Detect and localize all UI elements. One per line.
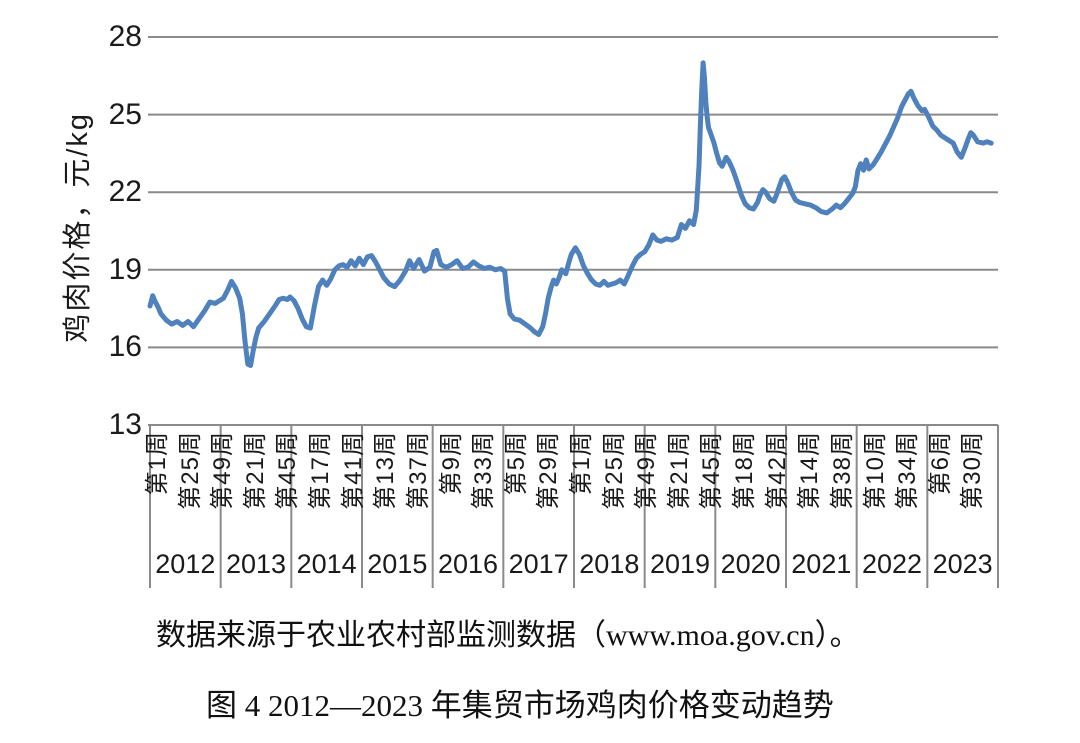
chicken-price-chart: 鸡肉价格，元/kg 28 25 22 19 16 13 第1周 第25周 第49周 第21周 第4…	[62, 20, 999, 588]
y-tick-label: 25	[108, 97, 142, 131]
x-week-tick-label: 第17周	[307, 431, 335, 510]
x-year-label: 2014	[296, 549, 357, 579]
x-week-tick-label: 第9周	[437, 431, 465, 496]
x-year-label: 2022	[861, 549, 923, 579]
x-year-label: 2020	[720, 549, 781, 579]
x-week-tick-label: 第49周	[633, 431, 661, 510]
x-week-tick-label: 第37周	[404, 431, 432, 510]
x-year-label: 2012	[155, 549, 216, 579]
x-week-tick-label: 第14周	[796, 431, 824, 510]
y-tick-label: 22	[108, 175, 142, 209]
price-line-series	[147, 60, 994, 368]
source-note: 数据来源于农业农村部监测数据（www.moa.gov.cn）。	[156, 619, 860, 652]
x-week-tick-label: 第6周	[926, 431, 954, 496]
y-tick-label: 13	[108, 408, 142, 441]
x-week-tick-label: 第45周	[698, 431, 726, 510]
y-tick-label: 28	[108, 20, 142, 53]
x-year-label: 2019	[649, 549, 711, 579]
x-week-tick-label: 第38周	[828, 431, 856, 510]
y-axis-title-text: 鸡肉价格，元/kg	[62, 112, 94, 343]
x-week-tick-label: 第33周	[470, 431, 498, 510]
x-week-tick-label: 第18周	[731, 431, 759, 510]
x-week-tick-label: 第1周	[568, 431, 595, 496]
plot-area	[147, 36, 999, 588]
x-year-label: 2016	[437, 549, 499, 579]
x-week-tick-label: 第25周	[176, 431, 204, 510]
x-week-tick-label: 第1周	[144, 431, 171, 496]
x-week-tick-label: 第45周	[274, 431, 302, 510]
y-tick-label: 19	[108, 252, 142, 286]
x-year-label: 2013	[225, 549, 287, 579]
x-week-tick-label: 第21周	[665, 431, 693, 510]
x-week-tick-label: 第10周	[861, 431, 889, 510]
x-year-label: 2015	[367, 549, 428, 579]
x-year-label: 2021	[791, 549, 852, 579]
x-week-tick-label: 第25周	[600, 431, 628, 510]
x-week-tick-label: 第5周	[502, 431, 530, 496]
x-week-tick-label: 第29周	[535, 431, 563, 510]
y-tick-label: 16	[108, 330, 142, 364]
x-year-label: 2018	[579, 549, 640, 579]
x-year-label: 2017	[508, 549, 569, 579]
x-week-tick-label: 第34周	[894, 431, 922, 510]
x-week-tick-label: 第13周	[372, 431, 400, 510]
x-week-tick-label: 第30周	[959, 431, 987, 510]
x-week-tick-label: 第41周	[339, 431, 367, 510]
x-week-tick-label: 第21周	[241, 431, 269, 510]
figure-title: 图 4 2012—2023 年集贸市场鸡肉价格变动趋势	[206, 688, 834, 723]
x-week-tick-label: 第49周	[209, 431, 237, 510]
x-year-label: 2023	[932, 549, 993, 579]
x-week-tick-label: 第42周	[763, 431, 791, 510]
